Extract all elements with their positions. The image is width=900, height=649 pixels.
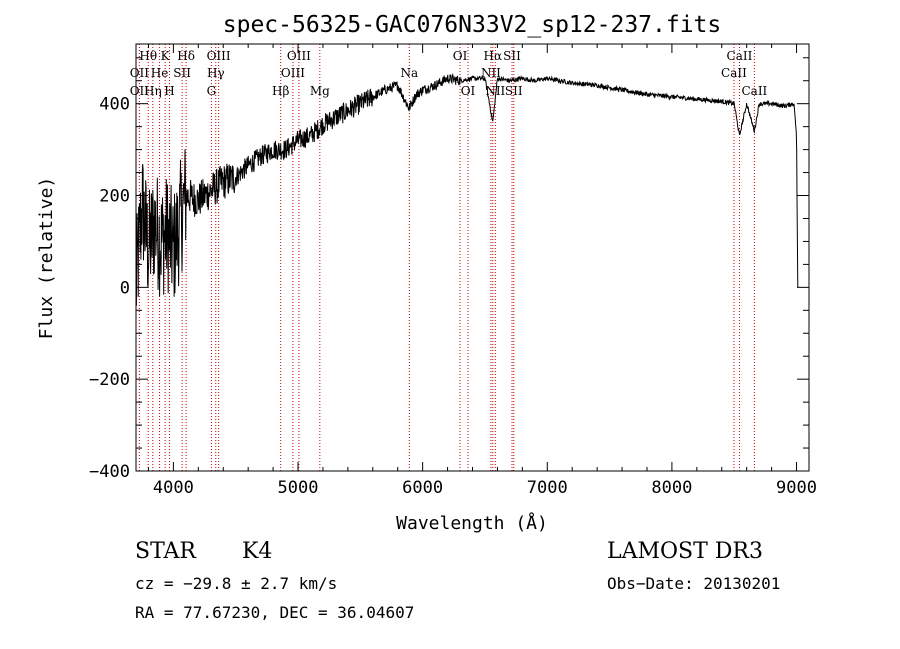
- x-axis-label: Wavelength (Å): [396, 512, 548, 534]
- spectral-line-label: K: [161, 49, 171, 63]
- x-tick-label: 7000: [527, 478, 568, 498]
- spectral-line-label: Hγ: [207, 66, 225, 80]
- spectral-line-label: SII: [503, 49, 521, 63]
- object-class: STAR: [135, 539, 196, 564]
- x-axis-ticks: 4000 5000 6000 7000 8000 9000: [147, 44, 817, 498]
- object-subclass: K4: [242, 539, 273, 564]
- sky-coordinates: RA = 77.67230, DEC = 36.04607: [135, 603, 415, 622]
- spectral-line-label: H: [164, 84, 174, 98]
- x-tick-label: 8000: [651, 478, 692, 498]
- spectral-line-markers: [138, 44, 755, 471]
- spectral-line-label: OIII: [207, 49, 231, 63]
- spectral-line-label: OI: [453, 49, 468, 63]
- plot-frame: [135, 43, 810, 472]
- flux-spectrum-line: [135, 72, 799, 306]
- spectral-line-label: OIII: [287, 49, 311, 63]
- x-tick-label: 9000: [776, 478, 817, 498]
- y-axis-label: Flux (relative): [36, 177, 57, 340]
- spectral-line-label: NII: [481, 66, 501, 80]
- y-tick-label: −400: [89, 462, 130, 482]
- chart-title: spec-56325-GAC076N33V2_sp12-237.fits: [223, 12, 722, 38]
- spectral-line-label: NII: [485, 84, 505, 98]
- spectral-line-label: Hα: [484, 49, 503, 63]
- y-tick-label: −200: [89, 370, 130, 390]
- spectral-line-label: OIII: [281, 66, 305, 80]
- spectral-line-label: CaII: [721, 66, 747, 80]
- y-tick-label: 0: [120, 278, 130, 298]
- x-tick-label: 5000: [278, 478, 319, 498]
- spectral-line-label: OI: [461, 84, 476, 98]
- y-tick-label: 400: [99, 95, 130, 115]
- spectral-line-label: Hδ: [177, 49, 195, 63]
- spectral-line-label: OII: [130, 84, 150, 98]
- spectral-line-label: Mg: [310, 84, 330, 98]
- observation-date: Obs−Date: 20130201: [607, 574, 781, 593]
- spectral-line-label: OII: [130, 66, 150, 80]
- spectral-line-label: Hη: [144, 84, 162, 98]
- x-tick-label: 4000: [153, 478, 194, 498]
- y-axis-ticks: −400 −200 0 200 400: [89, 57, 809, 482]
- spectral-line-label: Hβ: [272, 84, 289, 98]
- spectral-line-label: G: [207, 84, 217, 98]
- redshift-cz: cz = −29.8 ± 2.7 km/s: [135, 574, 338, 593]
- spectral-line-label: CaII: [741, 84, 767, 98]
- spectral-line-label: Hθ: [139, 49, 157, 63]
- spectral-line-label: CaII: [727, 49, 753, 63]
- survey-name: LAMOST DR3: [607, 539, 763, 564]
- spectral-line-label: He: [151, 66, 169, 80]
- x-tick-label: 6000: [402, 478, 443, 498]
- y-tick-label: 200: [99, 187, 130, 207]
- spectral-line-label: SII: [505, 84, 523, 98]
- spectral-line-label: Na: [400, 66, 418, 80]
- spectral-line-label: SII: [173, 66, 191, 80]
